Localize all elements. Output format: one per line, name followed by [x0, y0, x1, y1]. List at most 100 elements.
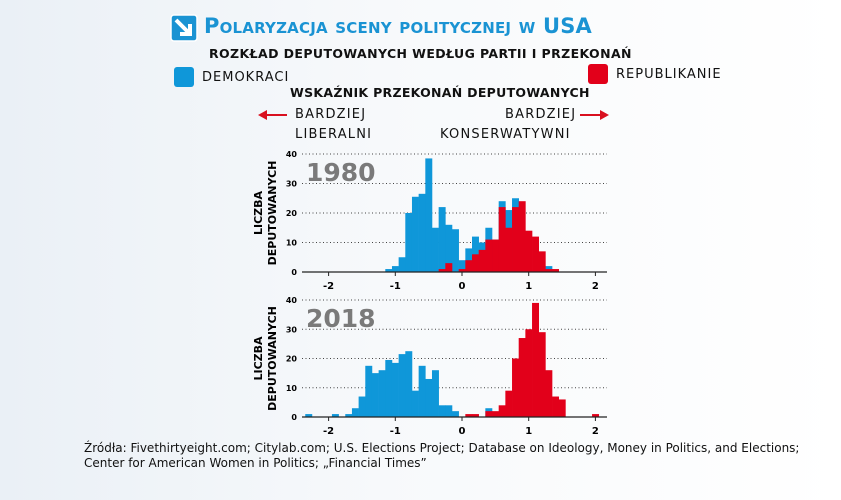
bar-republicans: [478, 249, 486, 272]
y-axis-label: LICZBADEPUTOWANYCH: [252, 306, 279, 411]
bar-democrats: [418, 193, 426, 272]
bar-democrats: [431, 370, 439, 417]
bar-republicans: [512, 207, 519, 272]
bar-democrats: [365, 365, 373, 417]
bar-republicans: [465, 260, 473, 272]
bar-democrats: [391, 266, 399, 272]
bar-republicans: [532, 302, 540, 417]
x-tick-label: 1: [525, 426, 532, 437]
label-more-conservative-1: BARDZIEJ: [505, 107, 577, 122]
bar-republicans: [492, 239, 499, 272]
bar-republicans: [545, 370, 553, 417]
bar-democrats: [445, 224, 453, 272]
bar-republicans: [538, 332, 546, 417]
bar-democrats: [378, 370, 386, 417]
bar-republicans: [438, 269, 446, 272]
bar-republicans: [558, 399, 566, 417]
bar-democrats: [398, 354, 406, 417]
chart-subtitle: ROZKŁAD DEPUTOWANYCH WEDŁUG PARTII I PRZ…: [209, 46, 632, 61]
bar-republicans: [465, 414, 473, 417]
bar-republicans: [505, 390, 513, 417]
bar-democrats: [405, 213, 413, 272]
bar-republicans: [552, 269, 560, 272]
y-tick-label: 20: [286, 209, 298, 218]
bar-democrats: [398, 257, 406, 272]
bar-republicans: [525, 329, 533, 417]
bar-republicans: [472, 414, 479, 417]
bar-democrats: [445, 405, 453, 417]
x-tick-label: -1: [390, 426, 401, 437]
bar-republicans: [458, 269, 466, 272]
bar-republicans: [485, 239, 493, 272]
bar-democrats: [438, 207, 446, 272]
source-note: Źródła: Fivethirtyeight.com; Citylab.com…: [84, 441, 800, 470]
legend-label-republicans: REPUBLIKANIE: [616, 67, 722, 82]
legend-swatch-republicans: [588, 64, 608, 84]
x-tick-label: 2: [592, 426, 599, 437]
bar-republicans: [472, 254, 479, 272]
legend-label-democrats: DEMOKRACI: [202, 70, 290, 85]
bar-democrats: [451, 411, 459, 417]
bar-democrats: [411, 196, 419, 272]
label-more-liberal-1: BARDZIEJ: [295, 107, 367, 122]
y-tick-label: 30: [286, 325, 298, 334]
y-tick-label: 0: [291, 268, 297, 277]
y-tick-label: 40: [286, 150, 298, 159]
bar-republicans: [592, 414, 600, 417]
bar-republicans: [498, 207, 506, 272]
bar-republicans: [492, 411, 499, 417]
bar-republicans: [485, 411, 493, 417]
y-axis-label: LICZBADEPUTOWANYCH: [252, 161, 279, 266]
bar-democrats: [451, 229, 459, 272]
bar-republicans: [518, 201, 526, 272]
bar-democrats: [405, 351, 413, 417]
bar-democrats: [371, 373, 379, 417]
x-tick-label: 1: [525, 281, 532, 292]
bar-democrats: [391, 362, 399, 417]
bar-republicans: [545, 269, 553, 272]
arrow-right-icon: [580, 110, 609, 120]
y-tick-label: 10: [286, 384, 298, 393]
x-tick-label: -1: [390, 281, 401, 292]
chart-title: Polaryzacja sceny politycznej w USA: [204, 14, 592, 38]
axis-title: WSKAŹNIK PRZEKONAŃ DEPUTOWANYCH: [290, 85, 590, 100]
y-tick-label: 40: [286, 296, 298, 305]
bar-republicans: [445, 263, 453, 272]
bar-democrats: [458, 260, 466, 272]
bar-republicans: [538, 251, 546, 272]
bar-democrats: [331, 414, 339, 417]
bar-republicans: [518, 338, 526, 417]
bar-republicans: [532, 236, 540, 272]
logo-icon: [170, 14, 198, 42]
y-tick-label: 10: [286, 239, 298, 248]
panel-year-label: 1980: [306, 158, 376, 187]
x-tick-label: -2: [323, 426, 334, 437]
bar-republicans: [552, 396, 560, 417]
bar-democrats: [358, 396, 366, 417]
bar-democrats: [425, 158, 433, 272]
bar-democrats: [305, 414, 313, 417]
x-tick-label: 0: [459, 281, 466, 292]
bar-republicans: [512, 358, 519, 417]
bar-democrats: [385, 269, 393, 272]
bar-democrats: [431, 227, 439, 272]
label-more-liberal-2: LIBERALNI: [295, 127, 373, 142]
legend-swatch-democrats: [174, 67, 194, 87]
panel-year-label: 2018: [306, 304, 376, 333]
x-tick-label: 2: [592, 281, 599, 292]
bar-democrats: [425, 378, 433, 417]
bar-republicans: [505, 227, 513, 272]
y-tick-label: 30: [286, 180, 298, 189]
bar-democrats: [351, 408, 359, 417]
arrow-left-icon: [258, 110, 287, 120]
label-more-conservative-2: KONSERWATYWNI: [440, 127, 571, 142]
bar-republicans: [525, 230, 533, 272]
bar-democrats: [411, 390, 419, 417]
bar-democrats: [385, 359, 393, 417]
x-tick-label: -2: [323, 281, 334, 292]
bar-democrats: [438, 405, 446, 417]
x-tick-label: 0: [459, 426, 466, 437]
y-tick-label: 20: [286, 355, 298, 364]
bar-republicans: [498, 405, 506, 417]
